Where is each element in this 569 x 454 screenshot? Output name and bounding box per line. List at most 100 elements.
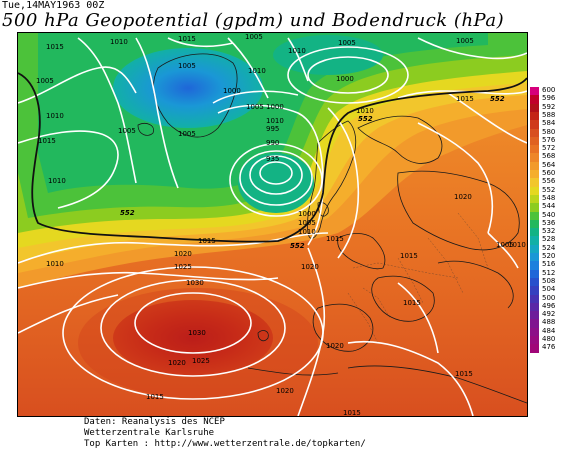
isobar-label: 1005 (36, 77, 54, 85)
isobar-label: 1010 (110, 38, 128, 46)
isobar-label: 990 (266, 139, 279, 147)
legend-row: 476 (530, 343, 569, 354)
legend-label: 476 (542, 343, 556, 352)
legend-swatch (530, 194, 539, 204)
legend-swatch (530, 211, 539, 221)
isobar-label: 1015 (456, 95, 474, 103)
legend-swatch (530, 136, 539, 146)
isobar-label: 1005 (456, 37, 474, 45)
legend-swatch (530, 103, 539, 113)
isobar-label: 1020 (174, 250, 192, 258)
legend-swatch (530, 269, 539, 279)
legend-row: 572 (530, 144, 569, 154)
isobar-label: 1010 (508, 241, 526, 249)
legend-swatch (530, 153, 539, 163)
legend-row: 596 (530, 94, 569, 105)
legend-label: 560 (542, 169, 556, 177)
legend-swatch (530, 87, 539, 96)
isobar-label: 1015 (326, 235, 344, 243)
credits-line-link[interactable]: Top Karten : http://www.wetterzentrale.d… (84, 439, 366, 449)
isobar-label: 1020 (276, 387, 294, 395)
legend-row: 484 (530, 327, 569, 337)
legend-row: 508 (530, 277, 569, 287)
isobar-labels: 1015 1010 1015 1005 1005 1010 1005 1010 … (36, 33, 526, 416)
geopotential-label: 552 (290, 242, 305, 250)
isobar-label: 1000 (298, 210, 316, 218)
legend-row: 568 (530, 152, 569, 163)
isobar-label: 1015 (198, 237, 216, 245)
legend-row: 548 (530, 193, 569, 204)
legend-label: 548 (542, 193, 556, 202)
legend-label: 592 (542, 102, 556, 111)
legend-swatch (530, 203, 539, 212)
isobar-label: 1010 (288, 47, 306, 55)
geopotential-label: 552 (358, 115, 373, 123)
isobar-label: 1010 (46, 112, 64, 120)
isobar-label: 1000 (336, 75, 354, 83)
legend-label: 536 (542, 218, 556, 227)
legend-label: 496 (542, 301, 556, 310)
isobar-label: 1020 (454, 193, 472, 201)
legend-label: 504 (542, 285, 556, 294)
isobar-label: 1005 (298, 219, 316, 227)
legend-label: 500 (542, 293, 556, 302)
geopotential-labels: 552 552 552 552 (120, 95, 505, 250)
isobar-label: 1030 (186, 279, 204, 287)
legend-row: 556 (530, 177, 569, 188)
credits-line-data: Daten: Reanalysis des NCEP (84, 417, 225, 427)
isobar-label: 1000 (223, 87, 241, 95)
legend-swatch (530, 336, 539, 345)
legend-swatch (530, 244, 539, 254)
low-center-north (273, 35, 383, 75)
legend-label: 572 (542, 144, 556, 153)
legend-swatch (530, 319, 539, 329)
isobar-label: 935 (266, 155, 279, 163)
isobar-label: 1010 (356, 107, 374, 115)
legend-row: 580 (530, 128, 569, 138)
legend-swatch (530, 128, 539, 138)
legend-swatch (530, 120, 539, 129)
legend-row: 500 (530, 293, 569, 304)
isobar-label: 1005 (496, 241, 514, 249)
legend-label: 512 (542, 268, 556, 277)
legend-row: 496 (530, 301, 569, 312)
legend-row: 520 (530, 252, 569, 262)
legend-label: 564 (542, 160, 556, 169)
legend-row: 540 (530, 211, 569, 221)
legend-swatch (530, 286, 539, 295)
legend-swatch (530, 253, 539, 262)
country-borders (347, 212, 489, 344)
legend-swatch (530, 327, 539, 337)
isobar-label: 1015 (38, 137, 56, 145)
legend-label: 544 (542, 202, 556, 211)
legend-swatch (530, 219, 539, 229)
legend-label: 528 (542, 235, 556, 244)
isobar-label: 1015 (178, 35, 196, 43)
legend-row: 512 (530, 268, 569, 279)
legend-row: 524 (530, 244, 569, 254)
isobar-label: 1020 (326, 342, 344, 350)
legend-label: 600 (542, 86, 556, 94)
isobar-label: 1015 (146, 393, 164, 401)
map-title: 500 hPa Geopotential (gpdm) und Bodendru… (2, 10, 505, 31)
low-center-greenland (113, 48, 263, 128)
legend-row: 588 (530, 111, 569, 121)
legend-swatch (530, 261, 539, 271)
legend-label: 556 (542, 177, 556, 186)
legend-swatch (530, 228, 539, 237)
isobar-label: 1015 (400, 252, 418, 260)
legend-swatch (530, 236, 539, 246)
legend-row: 584 (530, 119, 569, 129)
legend-label: 552 (542, 185, 556, 194)
weather-map: 1015 1010 1015 1005 1005 1010 1005 1010 … (17, 32, 528, 417)
legend-swatch (530, 95, 539, 105)
isobar-label: 1025 (192, 357, 210, 365)
isobar-label: 995 (266, 125, 279, 133)
isobar-label: 1015 (403, 299, 421, 307)
isobar-label: 1005 (118, 127, 136, 135)
legend-label: 488 (542, 318, 556, 327)
legend-swatch (530, 178, 539, 188)
isobar-label: 1010 (298, 228, 316, 236)
isobar-label: 1020 (301, 263, 319, 271)
isobar-label: 1010 (248, 67, 266, 75)
